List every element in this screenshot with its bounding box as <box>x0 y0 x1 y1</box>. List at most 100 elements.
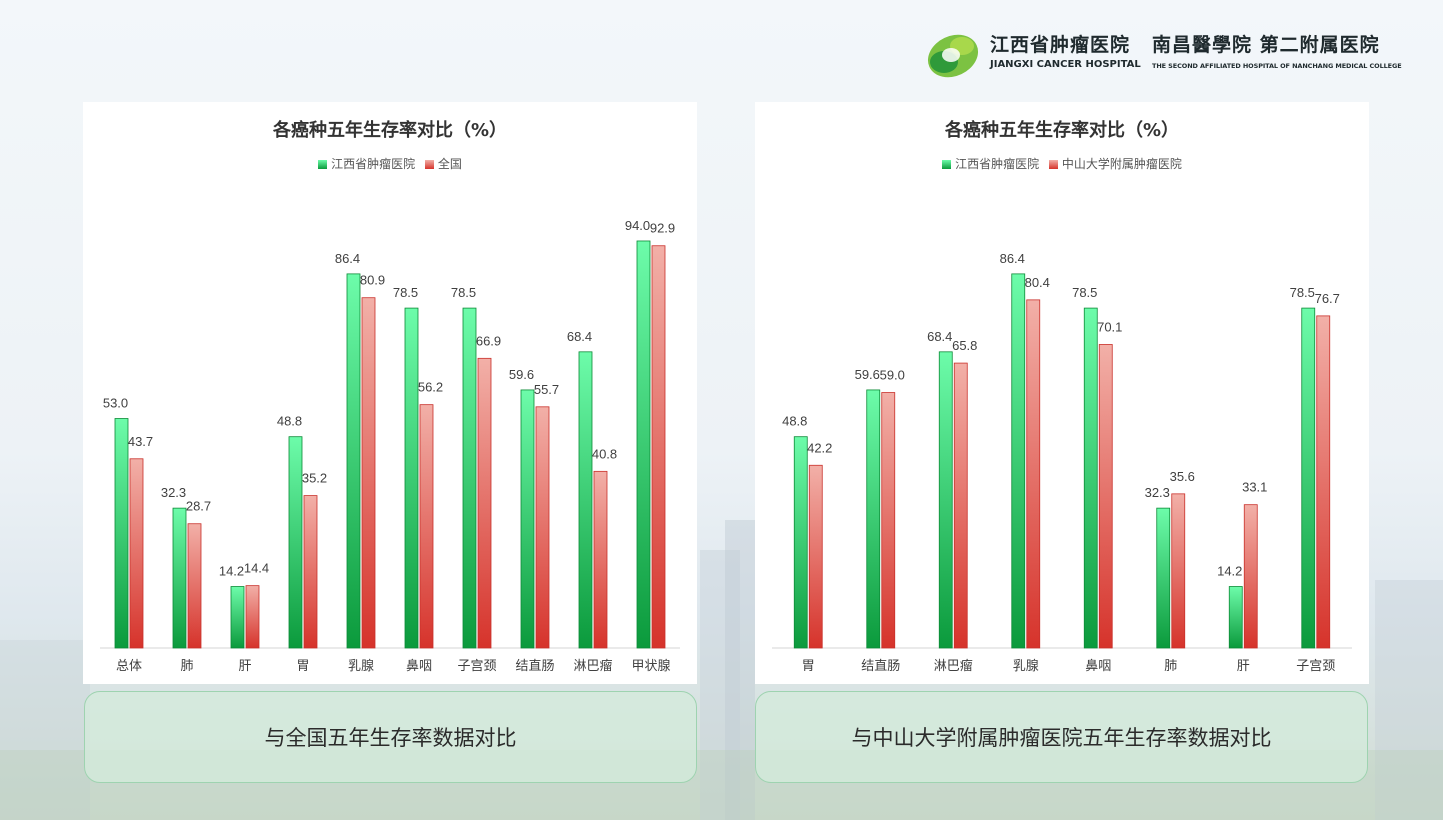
data-label: 68.4 <box>567 329 592 344</box>
data-label: 32.3 <box>1145 485 1170 500</box>
bar-series-2 <box>651 245 666 649</box>
legend-swatch-red <box>1048 160 1058 169</box>
bar-series-1 <box>1228 586 1243 649</box>
x-tick-label: 胃 <box>296 659 309 674</box>
bar-series-1 <box>866 389 881 649</box>
hospital-name-cn: 江西省肿瘤医院 <box>990 34 1131 56</box>
chart-panel-sysucc: 各癌种五年生存率对比（%） 江西省肿瘤医院 中山大学附属肿瘤医院 48.8 42.… <box>755 102 1369 684</box>
bar-series-2 <box>361 297 376 649</box>
bar-series-2 <box>187 523 202 649</box>
data-label: 14.4 <box>244 561 269 576</box>
data-label: 66.9 <box>476 333 501 348</box>
x-tick-label: 鼻咽 <box>406 658 432 674</box>
data-label: 53.0 <box>103 396 128 411</box>
legend-item-jiangxi: 江西省肿瘤医院 <box>318 155 415 172</box>
bar-series-2 <box>953 362 968 649</box>
data-label: 48.8 <box>277 414 302 429</box>
bar-series-2 <box>1316 315 1331 649</box>
bar-series-2 <box>1098 344 1113 649</box>
data-label: 32.3 <box>161 485 186 500</box>
bar-series-1 <box>938 351 953 649</box>
bar-series-1 <box>114 418 129 649</box>
legend-item-sysucc: 中山大学附属肿瘤医院 <box>1048 155 1182 172</box>
x-tick-label: 结直肠 <box>861 659 900 674</box>
college-name-en: THE SECOND AFFILIATED HOSPITAL OF NANCHA… <box>1152 62 1402 70</box>
data-label: 68.4 <box>927 329 952 344</box>
bar-series-1 <box>578 351 593 649</box>
data-label: 42.2 <box>807 440 832 455</box>
x-tick-label: 肺 <box>180 659 193 674</box>
x-tick-label: 乳腺 <box>1013 659 1039 674</box>
bar-series-1 <box>404 307 419 649</box>
data-label: 28.7 <box>186 499 211 514</box>
data-label: 92.9 <box>650 221 675 236</box>
chart-title: 各癌种五年生存率对比（%） <box>944 120 1180 141</box>
x-tick-label: 结直肠 <box>515 659 554 674</box>
bar-series-1 <box>230 586 245 649</box>
bar-series-2 <box>303 495 318 649</box>
data-label: 78.5 <box>393 285 418 300</box>
data-label: 80.9 <box>360 273 385 288</box>
bar-series-2 <box>1026 299 1041 649</box>
bar-series-2 <box>881 392 896 649</box>
bar-series-1 <box>1083 307 1098 649</box>
bar-series-1 <box>1156 507 1171 649</box>
bar-chart-national: 53.0 43.7 总体 32.328.7 肺 14.2 14.4 肝 48.8 35.2 胃 86.… <box>100 218 680 674</box>
data-label: 59.6 <box>855 367 880 382</box>
legend-item-national: 全国 <box>424 155 462 172</box>
legend-swatch-green <box>318 160 328 169</box>
chart-legend: 江西省肿瘤医院 中山大学附属肿瘤医院 <box>755 155 1369 172</box>
bar-series-1 <box>346 273 361 649</box>
bar-series-1 <box>172 507 187 649</box>
legend-item-jiangxi: 江西省肿瘤医院 <box>942 155 1039 172</box>
bar-series-2 <box>245 585 260 649</box>
bar-series-1 <box>1301 307 1316 649</box>
bar-series-2 <box>535 406 550 649</box>
bar-series-2 <box>593 470 608 649</box>
data-label: 59.6 <box>509 367 534 382</box>
caption-national-comparison: 与全国五年生存率数据对比 <box>84 691 697 783</box>
x-tick-label: 总体 <box>116 659 142 674</box>
data-label: 14.2 <box>1217 564 1242 579</box>
x-tick-label: 肝 <box>1237 659 1250 674</box>
chart-legend: 江西省肿瘤医院 全国 <box>83 155 697 172</box>
bar-series-1 <box>636 240 651 649</box>
data-label: 35.6 <box>1170 469 1195 484</box>
legend-swatch-green <box>942 160 952 169</box>
data-label: 55.7 <box>534 382 559 397</box>
college-name-cn: 南昌醫學院 第二附属医院 <box>1152 34 1380 56</box>
data-label: 33.1 <box>1242 480 1267 495</box>
bar-series-1 <box>288 436 303 649</box>
x-tick-label: 肺 <box>1164 659 1177 674</box>
legend-label: 中山大学附属肿瘤医院 <box>1061 157 1182 171</box>
bar-series-2 <box>129 458 144 649</box>
bar-series-2 <box>1243 504 1258 649</box>
chart-panel-national: 各癌种五年生存率对比（%） 江西省肿瘤医院 全国 53.0 43.7 总体 32.3 2… <box>83 102 697 684</box>
x-tick-label: 子宫颈 <box>1296 659 1335 674</box>
legend-label: 江西省肿瘤医院 <box>955 157 1040 171</box>
data-label: 86.4 <box>1000 251 1025 266</box>
chart-title: 各癌种五年生存率对比（%） <box>272 120 508 141</box>
x-tick-label: 乳腺 <box>348 659 374 674</box>
bar-series-1 <box>462 307 477 649</box>
caption-text: 与全国五年生存率数据对比 <box>264 726 517 750</box>
x-tick-label: 淋巴瘤 <box>573 658 612 674</box>
hospital-name-en: JIANGXI CANCER HOSPITAL <box>990 59 1141 70</box>
data-label: 70.1 <box>1097 319 1122 334</box>
caption-sysucc-comparison: 与中山大学附属肿瘤医院五年生存率数据对比 <box>755 691 1368 783</box>
x-tick-label: 淋巴瘤 <box>934 658 973 674</box>
data-label: 86.4 <box>335 251 360 266</box>
hospital-logo-icon <box>927 34 979 78</box>
data-label: 56.2 <box>418 380 443 395</box>
x-tick-label: 肝 <box>238 659 251 674</box>
legend-label: 全国 <box>437 157 462 171</box>
data-label: 76.7 <box>1315 291 1340 306</box>
data-label: 43.7 <box>128 434 153 449</box>
bar-chart-sysucc: 48.842.2 胃 59.6 59.0 结直肠 68.465.8 淋巴瘤 86.480.4 乳… <box>772 251 1352 674</box>
bar-series-2 <box>419 404 434 649</box>
data-label: 35.2 <box>302 471 327 486</box>
x-tick-label: 鼻咽 <box>1085 658 1111 674</box>
x-tick-label: 胃 <box>802 659 815 674</box>
data-label: 78.5 <box>451 285 476 300</box>
bar-series-2 <box>477 357 492 649</box>
